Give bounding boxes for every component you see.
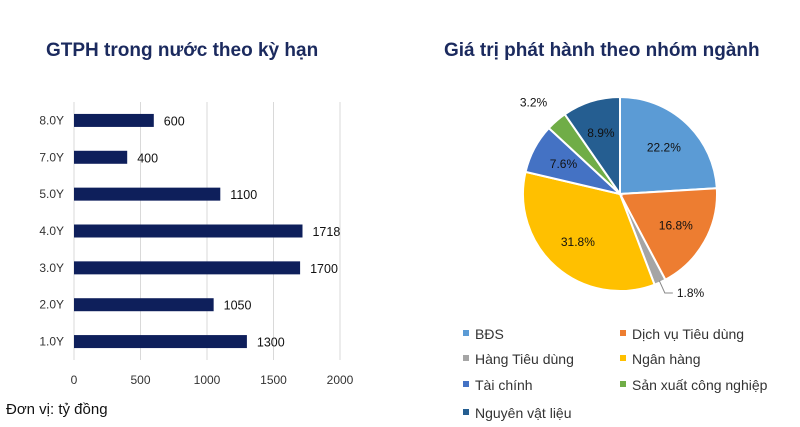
y-tick-label: 2.0Y bbox=[39, 298, 64, 312]
y-tick-label: 1.0Y bbox=[39, 335, 64, 349]
bar bbox=[74, 150, 128, 164]
pie-value-label: 31.8% bbox=[561, 235, 595, 249]
pie-slice bbox=[522, 170, 656, 292]
bar bbox=[74, 298, 214, 312]
pie-value-label: 3.2% bbox=[520, 95, 548, 109]
y-tick-label: 3.0Y bbox=[39, 261, 64, 275]
y-tick-label: 4.0Y bbox=[39, 224, 64, 238]
x-tick-label: 0 bbox=[71, 373, 78, 387]
bar bbox=[74, 261, 301, 275]
legend-swatch bbox=[620, 355, 626, 361]
pie-slice bbox=[618, 187, 718, 282]
legend-swatch bbox=[620, 330, 626, 336]
bar bbox=[74, 335, 247, 349]
legend-swatch bbox=[463, 381, 469, 387]
pie-leader-line bbox=[658, 280, 673, 294]
y-tick-label: 5.0Y bbox=[39, 187, 64, 201]
legend-label: Nguyên vật liệu bbox=[475, 405, 572, 421]
bar-value-label: 1100 bbox=[230, 188, 257, 202]
x-tick-label: 1000 bbox=[194, 373, 221, 387]
legend-label: Dịch vụ Tiêu dùng bbox=[632, 326, 744, 342]
x-tick-label: 2000 bbox=[327, 373, 354, 387]
legend-label: Tài chính bbox=[475, 377, 533, 393]
pie-chart-title: Giá trị phát hành theo nhóm ngành bbox=[444, 40, 760, 61]
legend-swatch bbox=[463, 355, 469, 361]
y-tick-label: 8.0Y bbox=[39, 113, 64, 127]
bar-value-label: 1718 bbox=[312, 225, 340, 239]
bar bbox=[74, 224, 303, 238]
bar bbox=[74, 187, 221, 201]
x-tick-label: 1500 bbox=[260, 373, 287, 387]
legend-swatch bbox=[463, 330, 469, 336]
legend-label: Hàng Tiêu dùng bbox=[475, 351, 574, 367]
pie-slice bbox=[563, 95, 621, 198]
x-tick-label: 500 bbox=[130, 373, 150, 387]
pie-value-label: 22.2% bbox=[647, 140, 681, 154]
legend-label: Ngân hàng bbox=[632, 351, 701, 367]
pie-value-label: 8.9% bbox=[587, 126, 615, 140]
legend-label: BĐS bbox=[475, 326, 504, 342]
legend-swatch bbox=[463, 409, 469, 415]
y-tick-label: 7.0Y bbox=[39, 150, 64, 164]
bar-value-label: 1050 bbox=[224, 299, 252, 313]
bar-value-label: 1300 bbox=[257, 336, 285, 350]
bar-value-label: 600 bbox=[164, 114, 185, 128]
legend-label: Sản xuất công nghiệp bbox=[632, 377, 768, 393]
bar bbox=[74, 113, 154, 127]
bar-value-label: 400 bbox=[137, 151, 158, 165]
bar-chart-title: GTPH trong nước theo kỳ hạn bbox=[46, 40, 319, 61]
legend-swatch bbox=[620, 381, 626, 387]
pie-slice bbox=[619, 95, 718, 196]
unit-note: Đơn vị: tỷ đồng bbox=[6, 401, 108, 418]
pie-value-label: 16.8% bbox=[659, 218, 693, 232]
pie-value-label: 1.8% bbox=[677, 286, 705, 300]
bar-value-label: 1700 bbox=[310, 262, 338, 276]
pie-value-label: 7.6% bbox=[550, 157, 578, 171]
